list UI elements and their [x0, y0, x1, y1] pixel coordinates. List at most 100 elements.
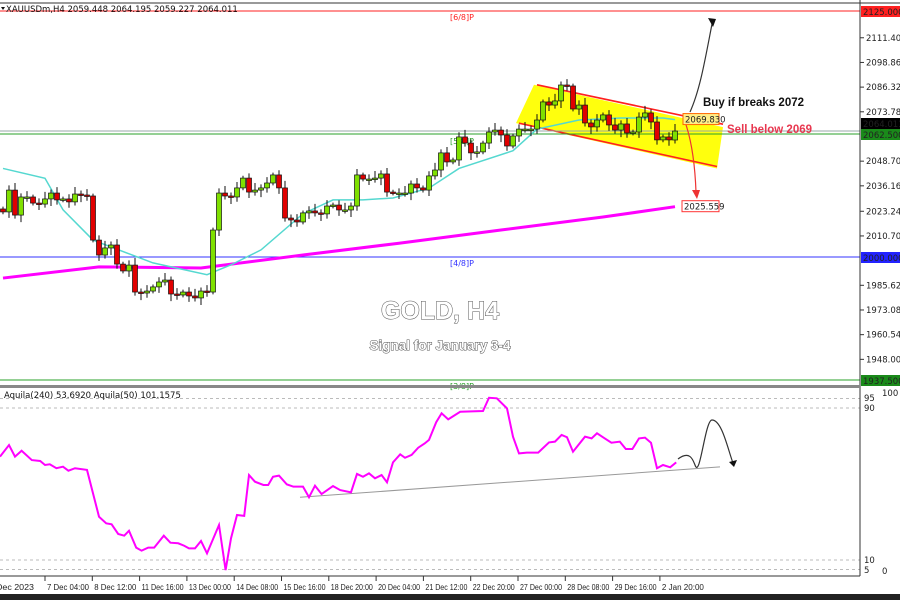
candle-body	[630, 131, 636, 134]
indicator-tick-label: 10	[864, 556, 875, 566]
candle-body	[282, 187, 288, 219]
candle-body	[480, 142, 486, 153]
candle-body	[576, 104, 582, 110]
level-label: [5/8]P	[450, 137, 474, 146]
ma-slow-value: 2025.559	[684, 203, 725, 213]
y-tick-label: 1985.620	[866, 281, 900, 291]
candle-body	[366, 178, 372, 181]
candle-body	[612, 124, 618, 131]
indicator-tick-label: 90	[864, 404, 875, 414]
current-price-tag	[861, 118, 900, 129]
buy-arrow-head-icon	[708, 18, 716, 27]
candle-body	[276, 174, 282, 189]
y-tick-label: 2111.400	[866, 34, 900, 44]
channel-lower-line	[518, 122, 718, 168]
x-tick-label: 13 Dec 00:00	[189, 583, 231, 592]
candle-body	[336, 204, 342, 211]
candle-body	[84, 194, 90, 197]
candle-body	[228, 195, 234, 198]
candle-body	[522, 128, 528, 131]
candle-body	[120, 263, 126, 272]
candle-body	[486, 131, 492, 144]
y-tick-label: 2098.860	[866, 58, 900, 68]
sell-annotation: Sell below 2069	[727, 124, 812, 136]
candle-body	[6, 189, 12, 213]
candle-body	[264, 182, 270, 189]
candle-body	[372, 177, 378, 180]
candle-body	[546, 101, 552, 106]
x-tick-label: 29 Dec 16:00	[615, 583, 657, 592]
indicator-tick-label: 5	[864, 566, 869, 576]
candle-body	[606, 114, 612, 126]
price-tag	[861, 252, 900, 263]
candle-body	[222, 192, 228, 197]
x-tick-label: 15 Dec 16:00	[284, 583, 326, 592]
candle-body	[312, 210, 318, 214]
candle-body	[354, 174, 360, 207]
indicator-panel	[0, 396, 860, 571]
indicator-trendline	[299, 466, 721, 498]
candle-body	[672, 130, 678, 141]
price-labels: 2125.000 2062.500 2000.000 1937.500 2064.011…	[681, 6, 900, 387]
candle-body	[408, 183, 414, 194]
candle-body	[288, 217, 294, 221]
candle-body	[90, 195, 96, 241]
candle-body	[18, 196, 24, 216]
candle-body	[78, 193, 84, 196]
sell-arrow-head-icon	[692, 190, 700, 199]
candle-body	[246, 177, 252, 193]
panel-separator[interactable]	[0, 385, 860, 388]
candle-body	[168, 279, 174, 295]
candle-body	[624, 123, 630, 134]
dropdown-arrow-icon[interactable]	[1, 7, 5, 10]
candle-body	[174, 293, 180, 296]
candle-body	[216, 192, 222, 231]
price-tag-text: 2062.500	[863, 131, 900, 141]
current-price-text: 2064.011	[863, 120, 900, 130]
price-tag-text: 1937.500	[863, 377, 900, 387]
candle-body	[450, 159, 456, 163]
candle-body	[198, 290, 204, 299]
arrows	[677, 18, 737, 468]
price-tag-text: 2125.000	[863, 8, 900, 18]
candle-body	[162, 279, 168, 283]
candle-body	[636, 116, 642, 133]
ma-slow-line	[2, 205, 676, 280]
candle-body	[618, 123, 624, 131]
candle-body	[648, 112, 654, 123]
candle-body	[588, 122, 594, 128]
y-tick-label: 2086.320	[866, 83, 900, 93]
candle-body	[306, 210, 312, 214]
x-tick-label: Dec 2023	[0, 583, 35, 592]
candle-body	[60, 198, 66, 201]
candle-body	[570, 85, 576, 110]
candle-body	[558, 84, 564, 102]
candle-body	[180, 291, 186, 296]
candle-body	[66, 198, 72, 203]
candle-body	[192, 295, 198, 299]
candle-body	[414, 183, 420, 189]
candle-body	[114, 244, 120, 265]
candles	[0, 79, 678, 306]
x-tick-label: 28 Dec 08:00	[567, 583, 609, 592]
indicator-tick-label: 100	[882, 389, 898, 399]
price-tag	[861, 375, 900, 386]
candle-body	[234, 187, 240, 198]
candle-body	[600, 114, 606, 121]
candle-body	[528, 128, 534, 131]
candle-body	[510, 135, 516, 147]
candle-body	[426, 175, 432, 191]
axes: 2111.400 2098.860 2086.320 2073.780 2048.700…	[0, 34, 900, 592]
candle-body	[294, 219, 300, 223]
x-tick-label: 27 Dec 00:00	[520, 583, 562, 592]
ma-fast-value-box	[682, 113, 720, 126]
x-tick-label: 18 Dec 20:00	[331, 583, 373, 592]
candle-body	[96, 239, 102, 256]
ma-fast-value: 2069.830	[685, 116, 726, 126]
candle-body	[582, 104, 588, 124]
candle-body	[474, 151, 480, 154]
ma-fast-line	[2, 117, 676, 276]
candle-body	[30, 196, 36, 204]
candle-body	[390, 191, 396, 194]
